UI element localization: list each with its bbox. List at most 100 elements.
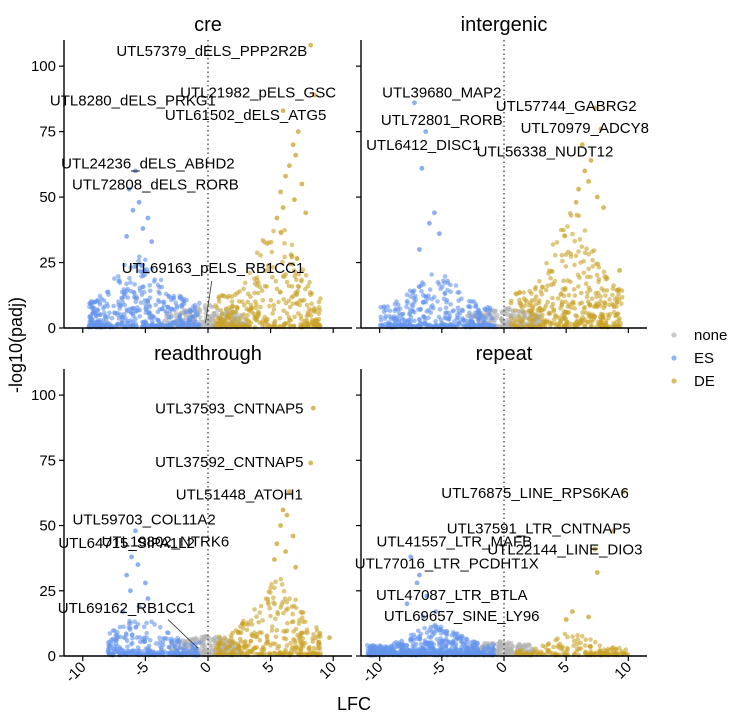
point-DE	[518, 303, 524, 308]
point-DE	[614, 304, 619, 309]
point-DE	[222, 321, 227, 327]
point-ES	[423, 294, 429, 300]
point-ES	[427, 287, 433, 292]
point-DE	[278, 523, 283, 528]
point-ES	[147, 288, 153, 294]
point-ES	[386, 314, 392, 319]
point-DE	[598, 298, 603, 304]
point-labels: UTL37593_CNTNAP5 UTL37592_CNTNAP5 UTL51448…	[58, 400, 304, 617]
point-DE	[522, 303, 528, 308]
point-ES	[384, 644, 390, 650]
point-DE	[293, 597, 299, 602]
panel-title: cre	[194, 14, 222, 36]
point-ES	[393, 322, 399, 328]
point-DE	[270, 274, 275, 280]
point-DE	[613, 313, 618, 319]
point-ES	[111, 303, 116, 309]
point-DE	[216, 295, 222, 301]
point-ES	[383, 307, 389, 313]
point-DE	[585, 274, 590, 280]
point-DE	[538, 651, 543, 656]
point-ES	[436, 231, 442, 237]
point-DE	[284, 628, 290, 633]
point-DE	[573, 199, 579, 205]
point-DE	[307, 644, 312, 650]
point-DE	[258, 304, 263, 310]
point-DE	[299, 630, 305, 636]
point-ES	[195, 312, 201, 317]
point-ES	[413, 293, 418, 299]
point-ES	[117, 306, 122, 311]
point-ES	[412, 100, 417, 106]
point-DE	[278, 289, 283, 295]
point-DE	[513, 308, 518, 313]
point-ES	[454, 650, 460, 655]
point-DE	[576, 249, 581, 254]
point-ES	[431, 306, 436, 311]
point-DE	[586, 311, 592, 316]
point-ES	[152, 279, 157, 284]
point-ES	[163, 291, 169, 297]
point-none	[203, 323, 209, 329]
point-DE	[528, 300, 533, 306]
point-ES	[124, 234, 129, 239]
point-DE	[252, 607, 257, 612]
y-tick-label: 50	[39, 518, 56, 535]
point-DE	[617, 316, 622, 321]
point-DE	[281, 308, 287, 314]
point-DE	[532, 297, 538, 303]
point-DE	[215, 323, 221, 329]
point-DE	[575, 641, 580, 647]
point-DE	[265, 316, 270, 322]
point-DE	[292, 274, 298, 279]
point-DE	[296, 284, 302, 290]
point-DE	[317, 632, 322, 637]
point-ES	[418, 306, 423, 312]
point-ES	[133, 296, 138, 301]
point-DE	[579, 290, 584, 296]
point-ES	[122, 262, 127, 268]
point-DE	[235, 320, 241, 325]
point-DE	[594, 304, 599, 309]
point-DE	[254, 645, 260, 650]
point-ES	[103, 318, 109, 323]
point-DE	[257, 320, 262, 325]
point-DE	[614, 299, 620, 305]
point-ES	[140, 320, 146, 326]
point-DE	[567, 324, 573, 330]
point-DE	[219, 312, 225, 317]
x-tick-label: 10	[611, 659, 635, 683]
point-DE	[570, 299, 576, 305]
point-DE	[563, 252, 569, 257]
point-ES	[183, 642, 188, 647]
point-ES	[140, 273, 146, 279]
point-DE	[213, 645, 219, 651]
point-label: UTL59703_COL11A2	[73, 511, 216, 528]
point-DE	[222, 635, 228, 641]
point-label: UTL72801_RORB	[381, 112, 503, 129]
point-DE	[305, 283, 311, 289]
point-ES	[442, 274, 448, 279]
point-DE	[241, 312, 246, 317]
point-ES	[117, 624, 123, 630]
point-ES	[128, 288, 133, 294]
point-ES	[443, 305, 449, 311]
point-DE	[264, 637, 270, 643]
point-ES	[404, 304, 409, 310]
point-DE	[598, 303, 603, 308]
y-tick-label: 100	[31, 58, 56, 75]
point-DE	[281, 322, 287, 328]
point-DE	[303, 210, 309, 216]
point-DE	[580, 315, 585, 320]
point-ES	[96, 322, 102, 328]
point-DE	[559, 252, 565, 258]
point-DE	[273, 318, 278, 324]
x-tick-label: -5	[427, 659, 448, 680]
point-DE	[293, 605, 299, 611]
point-none	[173, 313, 178, 319]
point-ES	[440, 645, 446, 650]
point-DE	[257, 284, 263, 290]
point-DE	[572, 306, 577, 311]
point-DE	[585, 290, 590, 295]
point-ES	[481, 319, 487, 324]
